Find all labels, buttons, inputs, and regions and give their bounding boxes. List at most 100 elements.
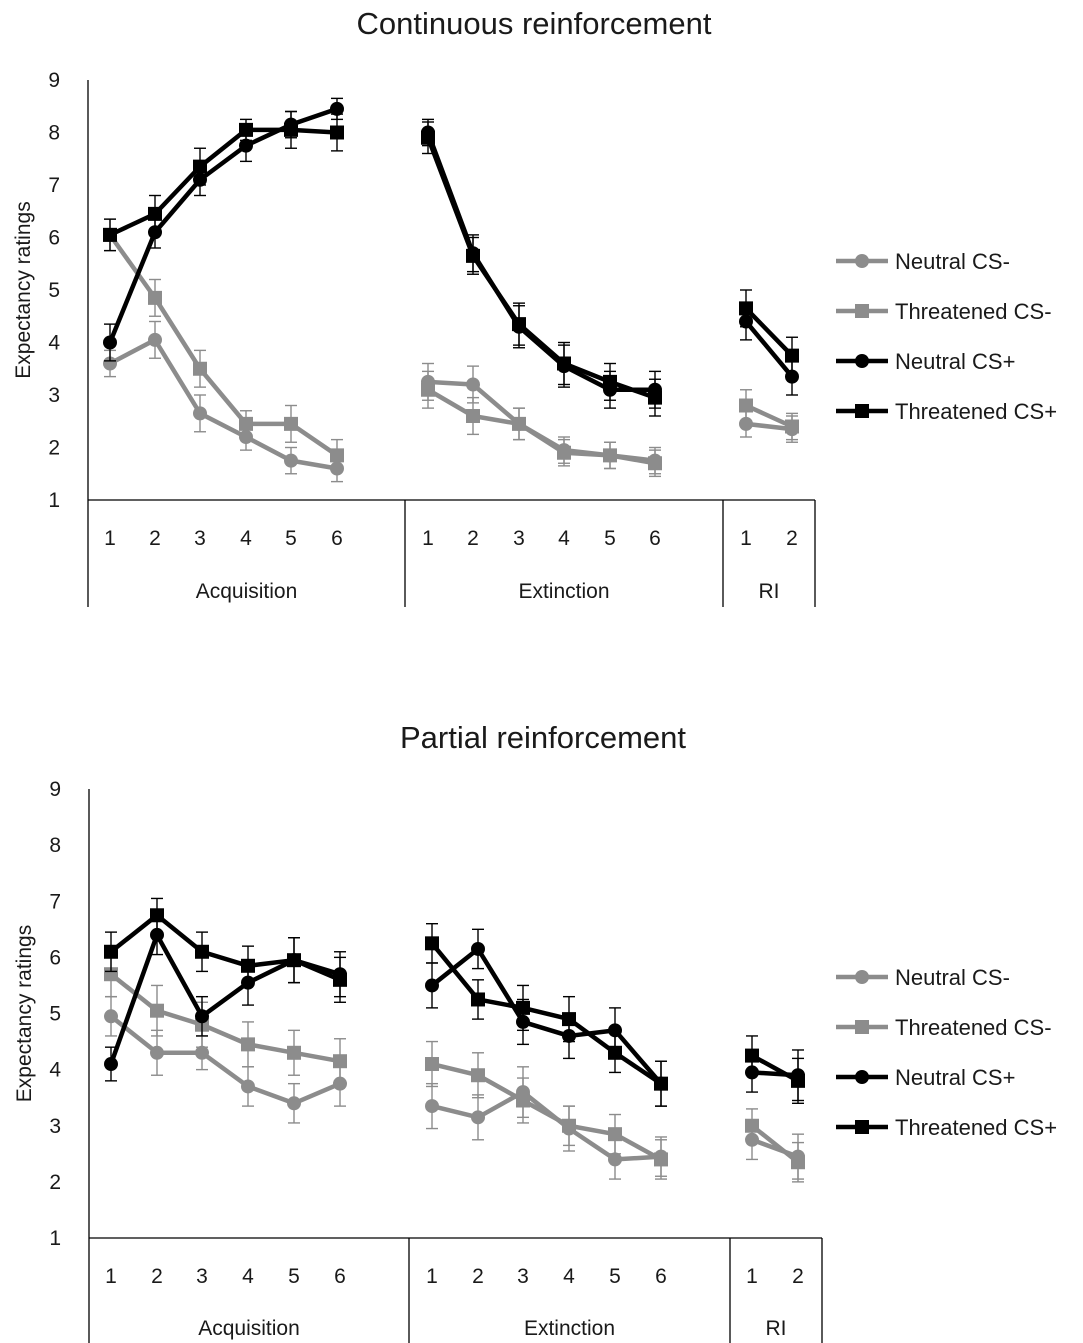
data-point — [150, 1045, 164, 1060]
data-point — [516, 1000, 530, 1015]
data-point — [241, 1079, 255, 1094]
x-tick-label: 4 — [240, 527, 252, 550]
series-line — [430, 946, 663, 1086]
series-line — [744, 320, 794, 379]
data-point — [195, 1045, 209, 1060]
x-tick-label: 3 — [194, 527, 206, 550]
legend-entry: Neutral CS+ — [836, 1065, 1015, 1090]
series-line — [109, 972, 341, 1064]
data-point — [466, 409, 480, 423]
series-neutral-cs- — [103, 97, 799, 409]
y-tick-label: 7 — [48, 174, 60, 197]
x-tick-label: 2 — [472, 1265, 484, 1288]
legend-entry: Threatened CS- — [836, 299, 1052, 324]
data-point — [241, 958, 255, 973]
legend-label: Threatened CS+ — [895, 1115, 1057, 1140]
data-point — [284, 453, 298, 468]
x-tick-label: 2 — [151, 1265, 163, 1288]
x-group-label: Acquisition — [196, 580, 298, 603]
data-point — [239, 122, 253, 137]
data-point — [330, 101, 344, 116]
data-point — [103, 356, 117, 371]
x-tick-label: 3 — [196, 1265, 208, 1288]
series-line — [745, 421, 793, 432]
x-tick-label: 1 — [104, 527, 116, 550]
x-tick-label: 6 — [655, 1265, 667, 1288]
legend-entry: Threatened CS- — [836, 1015, 1052, 1040]
series-line — [744, 306, 794, 358]
data-point — [425, 1099, 439, 1114]
x-tick-label: 2 — [786, 527, 798, 550]
x-tick-label: 6 — [331, 527, 343, 550]
data-point — [333, 972, 347, 987]
data-point — [330, 448, 344, 463]
x-group-label: RI — [766, 1317, 787, 1340]
data-point — [333, 1054, 347, 1069]
x-tick-label: 6 — [649, 527, 661, 550]
x-tick-label: 1 — [105, 1265, 117, 1288]
x-tick-label: 5 — [285, 527, 297, 550]
series-threatened-cs- — [103, 218, 799, 478]
data-point — [512, 317, 526, 332]
series-line — [427, 379, 656, 463]
x-tick-label: 4 — [558, 527, 570, 550]
series-line — [750, 1053, 800, 1083]
legend-label: Threatened CS+ — [895, 399, 1057, 424]
data-point — [785, 348, 799, 363]
legend-marker — [855, 970, 869, 984]
series-threatened-cs- — [104, 897, 805, 1107]
x-group-label: RI — [759, 580, 780, 603]
x-tick-label: 1 — [426, 1265, 438, 1288]
y-tick-label: 6 — [49, 946, 61, 969]
data-point — [193, 159, 207, 174]
legend-entry: Neutral CS- — [836, 965, 1010, 990]
data-point — [330, 125, 344, 140]
data-point — [104, 1057, 118, 1072]
legend-entry: Neutral CS- — [836, 249, 1010, 274]
data-point — [104, 1009, 118, 1024]
y-tick-label: 8 — [48, 122, 60, 145]
series-line — [109, 127, 338, 237]
chart-1: Continuous reinforcement Expectancy ratin… — [12, 6, 1057, 607]
data-point — [425, 978, 439, 993]
x-tick-label: 4 — [242, 1265, 254, 1288]
x-group-label: Acquisition — [198, 1317, 300, 1340]
data-point — [239, 416, 253, 431]
legend-marker — [855, 404, 869, 418]
y-tick-label: 9 — [49, 778, 61, 801]
y-tick-label: 3 — [48, 384, 60, 407]
y-tick-label: 6 — [48, 227, 60, 250]
legend-marker — [855, 354, 869, 368]
series-line — [426, 387, 656, 466]
chart-2: Partial reinforcement Expectancy ratings 1… — [13, 720, 1057, 1343]
data-point — [791, 1073, 805, 1088]
legend-entry: Neutral CS+ — [836, 349, 1015, 374]
data-point — [512, 416, 526, 431]
data-point — [425, 936, 439, 951]
legend-label: Neutral CS+ — [895, 1065, 1015, 1090]
data-point — [557, 445, 571, 460]
x-tick-label: 2 — [149, 527, 161, 550]
data-point — [148, 206, 162, 221]
series-line — [425, 131, 655, 392]
data-point — [103, 335, 117, 350]
data-point — [421, 130, 435, 145]
series-line — [425, 136, 656, 400]
data-point — [785, 369, 799, 384]
legend-marker — [855, 304, 869, 318]
legend-label: Neutral CS+ — [895, 349, 1015, 374]
series-line — [430, 941, 663, 1086]
series-threatened-cs- — [103, 110, 799, 417]
data-point — [287, 1045, 301, 1060]
data-point — [287, 1096, 301, 1111]
data-point — [608, 1152, 622, 1167]
legend-label: Neutral CS- — [895, 249, 1010, 274]
data-point — [745, 1118, 759, 1133]
data-point — [648, 390, 662, 405]
data-point — [103, 227, 117, 242]
data-point — [466, 377, 480, 392]
legend-marker — [855, 1020, 869, 1034]
data-point — [195, 944, 209, 959]
x-group-label: Extinction — [524, 1317, 615, 1340]
y-tick-label: 1 — [48, 489, 60, 512]
